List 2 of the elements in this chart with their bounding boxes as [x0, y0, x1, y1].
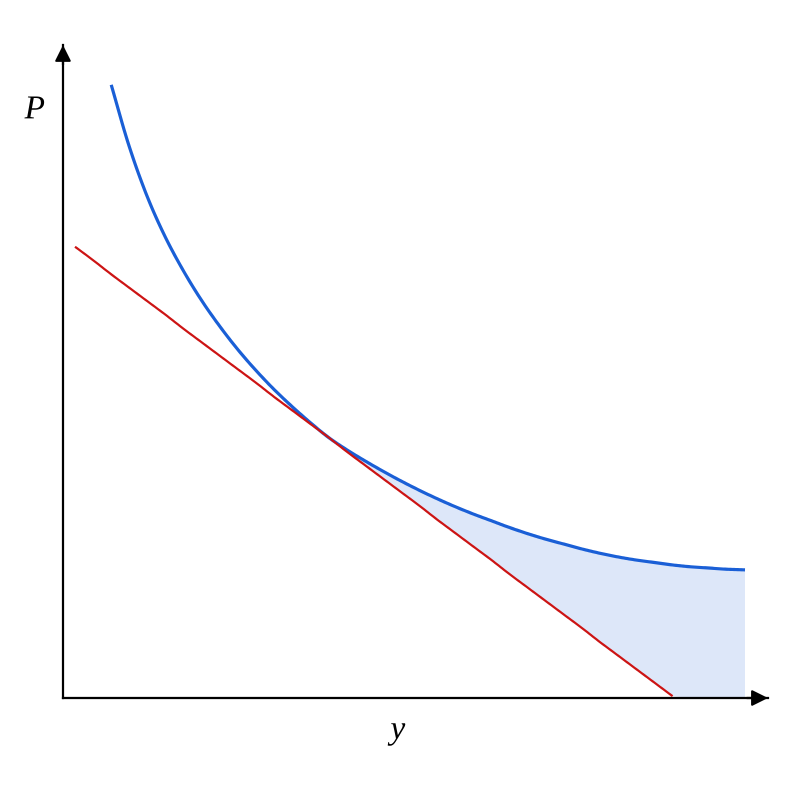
y-axis-title: P [24, 96, 44, 118]
x-axis-title: y [388, 723, 406, 746]
